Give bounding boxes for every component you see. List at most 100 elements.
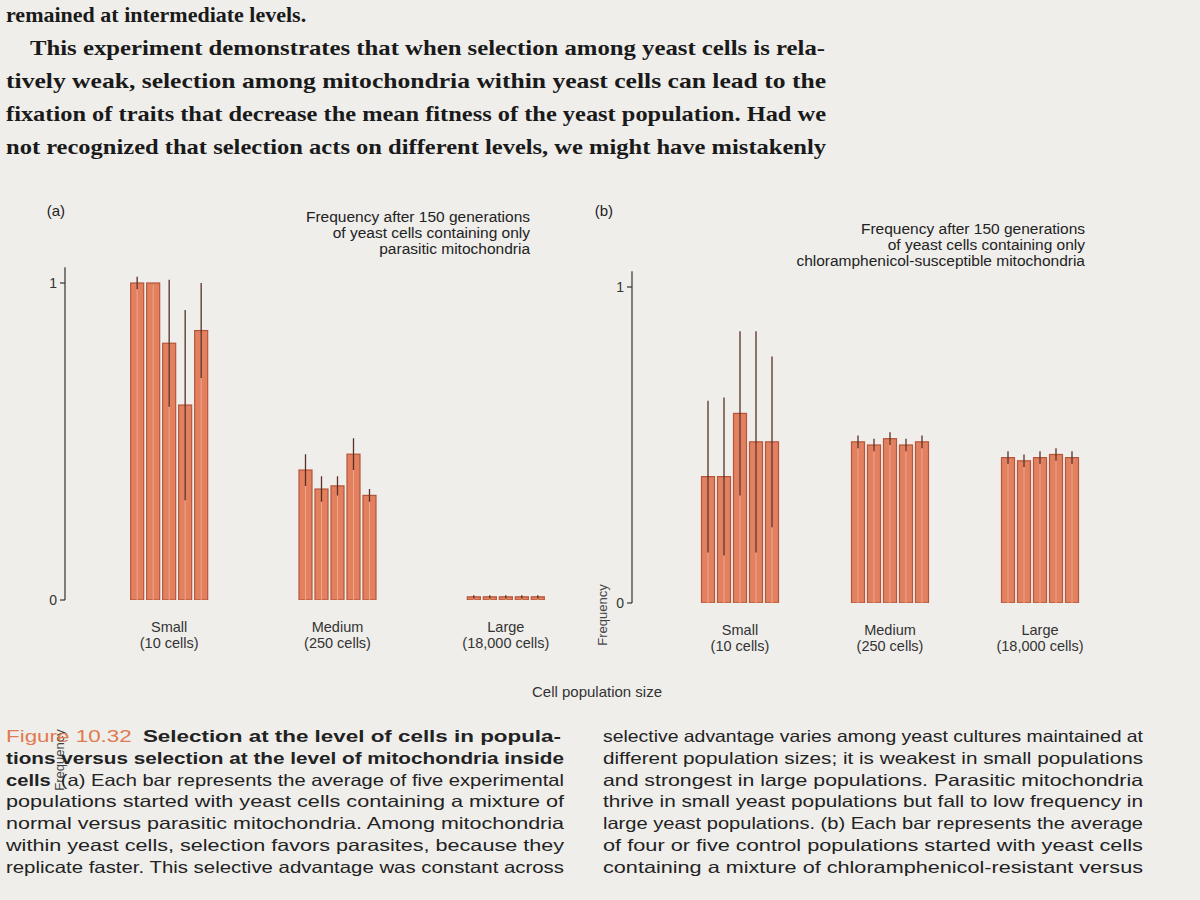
panel-label: (b) [595, 202, 613, 219]
y-axis [631, 271, 632, 603]
error-bar [921, 436, 922, 449]
chart-title: Frequency after 150 generations [306, 208, 530, 225]
page: remained at intermediate levels.This exp… [0, 0, 1200, 900]
chart: (b)Frequency after 150 generationsof yea… [595, 202, 1086, 654]
bar-highlight [521, 599, 522, 600]
x-tick-label: (18,000 cells) [996, 638, 1083, 654]
error-bar [369, 489, 370, 502]
axis-label: Cell population size [532, 683, 662, 700]
y-tick-label: 1 [49, 275, 57, 291]
error-bar [771, 357, 772, 528]
error-bar [473, 595, 474, 598]
error-bar [889, 432, 890, 445]
y-tick [627, 602, 632, 603]
x-tick-label: (250 cells) [857, 638, 924, 654]
error-bar [1055, 448, 1056, 461]
error-bar [739, 331, 740, 495]
bar [900, 445, 913, 603]
error-bar [185, 310, 186, 500]
bar-highlight [305, 472, 306, 600]
caption-line: thrive in small yeast populations but fa… [603, 792, 1143, 810]
error-bar [723, 398, 724, 556]
bar [1018, 461, 1031, 603]
bar-highlight [1040, 460, 1041, 603]
bar [1034, 458, 1047, 603]
y-tick-label: 0 [616, 595, 624, 611]
bar [852, 442, 865, 603]
chart-title: Frequency after 150 generations [861, 220, 1085, 237]
caption-bold: tions versus selection at the level of m… [6, 749, 564, 767]
axis-label: Frequency [595, 584, 610, 646]
bar-highlight [1008, 460, 1009, 603]
bar [315, 489, 328, 600]
x-tick-label: (10 cells) [140, 635, 199, 651]
caption-line: different population sizes; it is weakes… [603, 749, 1143, 767]
error-bar [505, 595, 506, 598]
caption-line: normal versus parasitic mitochondria. Am… [6, 814, 565, 832]
error-bar [137, 277, 138, 290]
bar-highlight [153, 285, 154, 600]
plot-area [702, 331, 1079, 603]
bar-highlight [137, 285, 138, 600]
x-tick-label: (10 cells) [711, 638, 770, 654]
bar-highlight [906, 447, 907, 603]
caption-text: replicate faster. This selective advanta… [6, 858, 564, 876]
bar-highlight [505, 599, 506, 600]
chart-title: chloramphenicol-susceptible mitochondria [796, 252, 1085, 269]
error-bar [305, 454, 306, 486]
chart-title: of yeast cells containing only [333, 224, 531, 241]
caption-line: and strongest in large populations. Para… [603, 771, 1144, 789]
error-bar [489, 595, 490, 598]
error-bar [1071, 451, 1072, 464]
x-tick-label: Medium [864, 622, 916, 638]
caption-line: Figure 10.32 Selection at the level of c… [6, 727, 561, 745]
bar-highlight [922, 444, 923, 603]
bar [1002, 458, 1015, 603]
error-bar [707, 401, 708, 553]
bar-highlight [1072, 460, 1073, 603]
caption-text: (a) Each bar represents the average of f… [61, 771, 564, 789]
error-bar [1023, 454, 1024, 467]
body-text: not recognized that selection acts on di… [6, 134, 826, 159]
bar [147, 283, 160, 600]
caption-line: of four or five control populations star… [603, 836, 1143, 854]
y-tick [60, 599, 65, 600]
bar-highlight [1024, 463, 1025, 603]
error-bar [353, 438, 354, 470]
caption-line: containing a mixture of chloramphenicol-… [603, 858, 1143, 876]
x-tick-label: Small [151, 619, 187, 635]
error-bar [337, 476, 338, 495]
chart: (a)Frequency after 150 generationsof yea… [47, 202, 550, 791]
caption-line: within yeast cells, selection favors par… [5, 836, 565, 854]
bar-highlight [537, 599, 538, 600]
bar-highlight [473, 599, 474, 600]
y-tick [627, 286, 632, 287]
caption-line: selective advantage varies among yeast c… [603, 727, 1143, 745]
bar [347, 454, 360, 600]
error-bar [321, 476, 322, 501]
x-tick-label: Large [487, 619, 524, 635]
caption-text: normal versus parasitic mitochondria. Am… [6, 814, 565, 832]
body-text: tively weak, selection among mitochondri… [6, 68, 826, 93]
caption-line: populations started with yeast cells con… [6, 792, 565, 810]
x-tick-label: Medium [312, 619, 364, 635]
bar [1050, 454, 1063, 603]
bar [331, 486, 344, 600]
body-text: This experiment demonstrates that when s… [30, 35, 825, 60]
caption-bold: cells [6, 771, 61, 789]
x-tick-label: (250 cells) [304, 635, 371, 651]
y-axis [64, 267, 65, 600]
y-tick [60, 282, 65, 283]
page-background [0, 0, 1200, 900]
x-tick-label: Small [722, 622, 758, 638]
caption-line: cells (a) Each bar represents the averag… [6, 771, 564, 789]
caption-bold: Selection at the level of cells in popul… [143, 727, 561, 745]
error-bar [857, 436, 858, 449]
bar-highlight [369, 497, 370, 600]
chart-title: parasitic mitochondria [379, 240, 530, 257]
caption-text: populations started with yeast cells con… [6, 792, 565, 810]
x-tick-label: (18,000 cells) [462, 635, 549, 651]
error-bar [1007, 451, 1008, 464]
bar [884, 439, 897, 603]
caption-line: tions versus selection at the level of m… [6, 749, 564, 767]
